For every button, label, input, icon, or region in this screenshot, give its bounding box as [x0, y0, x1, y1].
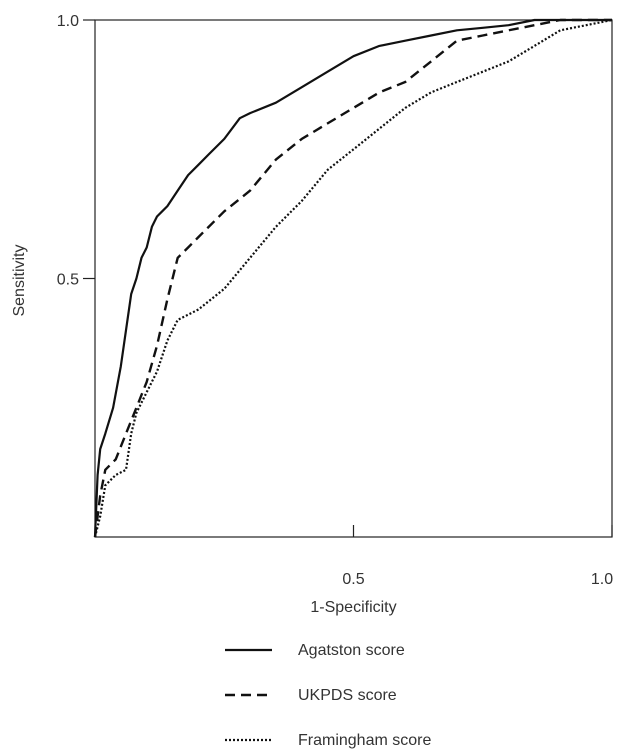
legend-label-agatston: Agatston score	[298, 642, 405, 659]
legend-label-ukpds: UKPDS score	[298, 687, 397, 704]
y-axis: 0.5 1.0 Sensitivity	[11, 13, 79, 317]
y-axis-label: Sensitivity	[11, 244, 28, 316]
series-line-ukpds-score	[93, 18, 612, 538]
legend: Agatston score UKPDS score Framingham sc…	[225, 642, 431, 749]
x-axis: 0.5 1.0 1-Specificity	[310, 571, 613, 616]
series-layer	[93, 18, 613, 538]
plot-area	[83, 19, 613, 538]
legend-label-framingham: Framingham score	[298, 732, 431, 749]
x-tick-label: 1.0	[591, 571, 613, 588]
y-tick-label: 0.5	[57, 272, 79, 289]
series-line-agatston-score	[93, 18, 612, 538]
y-tick-label: 1.0	[57, 13, 79, 30]
x-axis-label: 1-Specificity	[310, 599, 396, 616]
x-tick-label: 0.5	[342, 571, 364, 588]
